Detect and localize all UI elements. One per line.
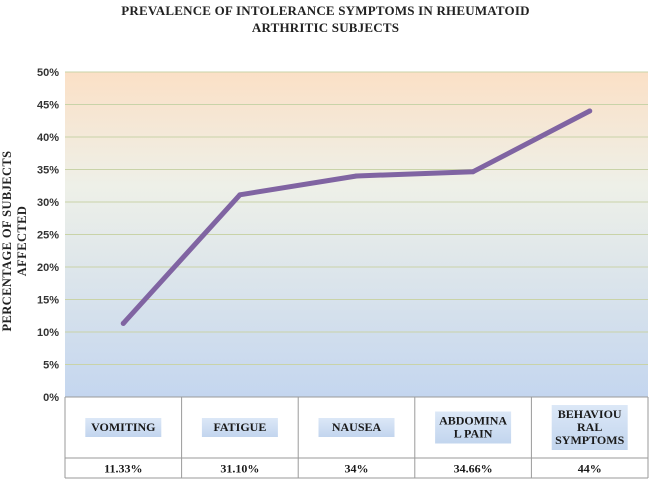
category-cell: [435, 411, 512, 444]
data-point: [354, 173, 359, 179]
category-cell: [318, 418, 395, 437]
category-label: RAL: [577, 420, 602, 434]
category-label: ABDOMINA: [439, 414, 507, 428]
y-tick-label: 25%: [37, 230, 59, 242]
data-point: [237, 192, 243, 198]
y-tick-label: 45%: [37, 100, 59, 112]
y-tick-label: 10%: [37, 327, 59, 339]
data-point: [120, 320, 126, 326]
y-tick-label: 15%: [37, 295, 59, 307]
y-tick-label: 20%: [37, 262, 59, 274]
category-label: VOMITING: [91, 420, 155, 434]
chart-title-line-2: ARTHRITIC SUBJECTS: [251, 20, 400, 35]
category-label: SYMPTOMS: [555, 433, 624, 447]
category-cell: [85, 418, 162, 437]
y-tick-label: 35%: [37, 165, 59, 177]
chart-title: PREVALENCE OF INTOLERANCE SYMPTOMS IN RH…: [0, 2, 651, 36]
data-point: [587, 108, 593, 114]
category-cell: [201, 418, 278, 437]
category-label: L PAIN: [454, 427, 493, 441]
data-point: [470, 169, 476, 175]
category-label: NAUSEA: [332, 420, 382, 434]
data-label: 11.33%: [104, 462, 142, 476]
category-cell: [551, 405, 628, 450]
y-tick-label: 30%: [37, 197, 59, 209]
y-tick-label: 5%: [43, 360, 59, 372]
category-label: BEHAVIOU: [558, 407, 622, 421]
category-label: FATIGUE: [213, 420, 266, 434]
y-tick-label: 0%: [43, 392, 59, 404]
data-label: 34.66%: [454, 462, 493, 476]
data-label: 34%: [345, 462, 369, 476]
data-label: 31.10%: [220, 462, 259, 476]
y-tick-label: 50%: [37, 67, 59, 79]
chart-title-line-1: PREVALENCE OF INTOLERANCE SYMPTOMS IN RH…: [121, 3, 530, 18]
y-tick-label: 40%: [37, 132, 59, 144]
data-label: 44%: [578, 462, 602, 476]
